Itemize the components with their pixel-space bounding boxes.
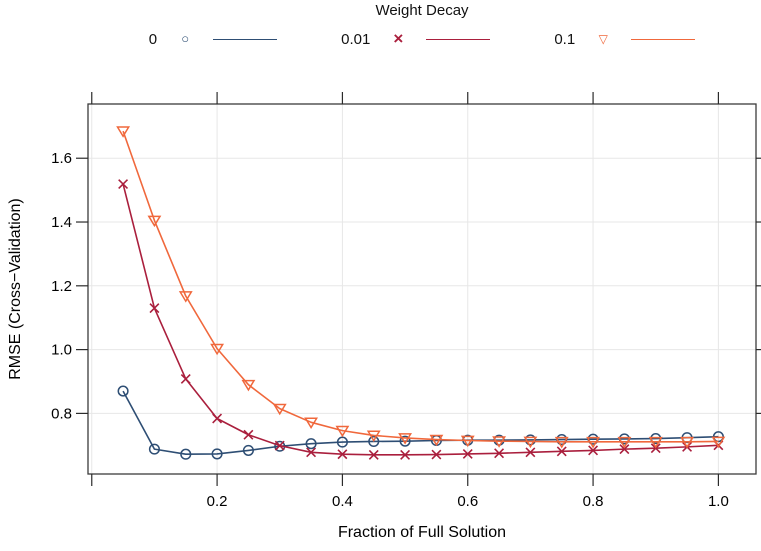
data-point [211,448,223,460]
legend-label: 0.1 [554,30,576,48]
triangle-down-marker-icon: ▽ [598,32,608,46]
data-point [368,435,380,448]
gridlines [88,104,756,474]
data-point [117,385,129,397]
data-point [431,449,442,460]
x-axis-label: Fraction of Full Solution [337,524,507,541]
data-point [243,429,254,440]
data-point [460,435,475,448]
series-weight-decay-0.1 [116,126,726,449]
legend-line-sample [213,38,278,40]
data-point [492,436,507,448]
legend-label: 0 [148,30,158,48]
data-point [241,379,256,392]
x-marker-icon: × [393,29,404,48]
series-line [122,390,719,456]
data-point [398,433,413,445]
data-point [711,436,726,449]
data-point [494,448,505,459]
data-point [149,303,160,314]
data-point [619,444,630,455]
x-tick-label: 0.6 [457,493,478,510]
data-point [147,215,162,228]
legend-item-decay-0: 0 ○ [148,30,278,48]
data-point [116,126,131,138]
axes: 0.2 0.4 0.6 0.8 1.0 0.8 1.0 1.2 1.4 1.6 [51,92,761,510]
legend-item-decay-0.1: 0.1 ▽ [554,30,696,48]
data-point [366,430,381,443]
legend: 0 ○ 0.01 × 0.1 ▽ [88,25,756,53]
data-point [210,343,225,356]
data-point [588,445,599,456]
legend-title: Weight Decay [375,2,469,19]
x-tick-label: 0.2 [207,493,228,510]
data-point [305,438,317,450]
panel-border [87,103,757,475]
data-point [336,436,348,448]
data-point [304,417,319,429]
data-point [554,436,569,449]
data-point [523,436,538,449]
data-point [148,443,160,455]
data-point [274,440,285,451]
data-point [118,179,129,190]
data-point [337,449,348,460]
data-point [306,447,317,458]
data-point [586,436,601,449]
data-point [178,291,193,303]
data-point [399,435,411,447]
data-point [242,444,254,456]
y-tick-label: 1.4 [51,214,72,231]
y-tick-label: 1.2 [51,278,72,295]
y-tick-label: 0.8 [51,405,72,422]
legend-line-sample [631,38,696,40]
x-tick-label: 0.8 [583,493,604,510]
y-axis-label: RMSE (Cross−Validation) [7,198,24,380]
data-point [335,425,350,438]
data-point [180,448,192,460]
data-point [212,413,223,424]
legend-item-decay-0.01: 0.01 × [341,29,491,48]
data-point [680,436,694,449]
y-tick-label: 1.6 [51,150,72,167]
series-line [122,183,719,456]
x-tick-label: 1.0 [708,493,729,510]
data-point [648,436,663,449]
data-point [180,373,191,384]
x-tick-label: 0.4 [332,493,353,510]
data-point [400,449,411,460]
data-point [429,434,444,447]
data-point [368,449,379,460]
data-point [525,447,536,458]
legend-label: 0.01 [341,30,371,48]
circle-marker-icon: ○ [181,31,190,46]
y-tick-label: 1.0 [51,342,72,359]
series-line [122,130,719,443]
data-point [617,436,632,449]
data-point [462,448,473,459]
data-point [556,446,567,457]
data-point [272,403,287,416]
legend-line-sample [426,38,491,40]
